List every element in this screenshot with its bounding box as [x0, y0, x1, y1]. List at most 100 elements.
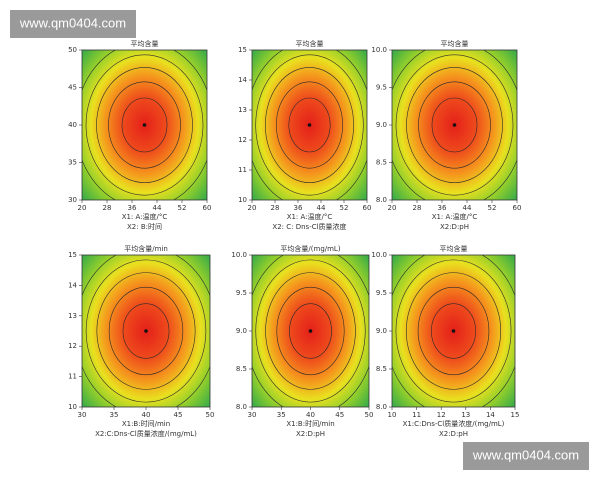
x-tick-label: 45: [174, 411, 183, 419]
x-axis-label: X1: A:温度/°C: [287, 212, 333, 221]
x-tick-label: 52: [340, 204, 349, 212]
x-axis-label: X1: A:温度/°C: [122, 212, 168, 221]
contour-line: [85, 54, 204, 196]
x-tick-label: 15: [511, 411, 520, 419]
x-tick-label: 28: [271, 204, 280, 212]
contour-line: [431, 97, 478, 153]
contour-line: [108, 286, 184, 376]
y-tick-label: 9.5: [236, 289, 247, 297]
x-axis-label: X1:C:Dns-Cl质量浓度/(mg/mL): [403, 419, 505, 428]
y-tick-label: 10: [68, 403, 77, 411]
contour-line: [418, 81, 491, 169]
x-tick-label: 20: [78, 204, 87, 212]
y-tick-label: 8.5: [376, 365, 387, 373]
x-tick-label: 28: [103, 204, 112, 212]
y-tick-label: 14: [238, 76, 247, 84]
contour-line: [405, 272, 502, 390]
y-tick-label: 35: [68, 159, 77, 167]
x-axis-label: X1:B:时间/min: [286, 419, 334, 428]
chart-title: 平均含量: [296, 39, 324, 48]
optimum-point: [142, 123, 147, 127]
contour-line: [406, 67, 503, 183]
y-tick-label: 13: [238, 106, 247, 114]
x-tick-label: 60: [203, 204, 212, 212]
x-tick-label: 30: [78, 411, 87, 419]
watermark: www.qm0404.com: [19, 15, 126, 30]
contour-line: [265, 272, 356, 390]
chart-title: 平均含量: [440, 244, 468, 253]
contour-line: [255, 259, 366, 403]
contour-line: [288, 97, 331, 153]
contours: [392, 255, 515, 407]
x-axis-label: X1:B:时间/min: [122, 419, 170, 428]
x-tick-label: 44: [153, 204, 162, 212]
contour-line: [395, 259, 512, 403]
x-tick-label: 13: [461, 411, 470, 419]
y-tick-label: 8.0: [376, 403, 387, 411]
y-tick-label: 8.5: [376, 159, 387, 167]
contours: [392, 50, 517, 200]
x-tick-label: 11: [412, 411, 421, 419]
x-tick-label: 28: [413, 204, 422, 212]
plot-frame: [251, 49, 368, 201]
watermark-box: [463, 442, 589, 470]
x-tick-label: 60: [513, 204, 522, 212]
y-tick-label: 9.5: [376, 84, 387, 92]
contour-line: [276, 286, 345, 376]
contour-line: [289, 303, 332, 359]
y-tick-label: 8.0: [236, 403, 247, 411]
x2-axis-label: X2:D:pH: [440, 223, 469, 231]
y-tick-label: 12: [238, 136, 247, 144]
y-tick-label: 50: [68, 46, 77, 54]
x-tick-label: 44: [463, 204, 472, 212]
y-tick-label: 9.0: [376, 121, 387, 129]
y-tick-label: 45: [68, 84, 77, 92]
y-tick-label: 11: [238, 166, 247, 174]
optimum-point: [308, 329, 313, 333]
x2-axis-label: X2:C:Dns-Cl质量浓度/(mg/mL): [95, 429, 197, 438]
y-tick-label: 9.5: [376, 289, 387, 297]
x-tick-label: 50: [206, 411, 215, 419]
y-tick-label: 9.0: [376, 327, 387, 335]
x-tick-label: 50: [365, 411, 374, 419]
y-tick-label: 15: [68, 251, 77, 259]
contour-line: [85, 259, 207, 403]
x-tick-label: 20: [388, 204, 397, 212]
y-tick-label: 8.5: [236, 365, 247, 373]
y-tick-label: 11: [68, 373, 77, 381]
chart-title: 平均含量: [441, 39, 469, 48]
x-tick-label: 44: [317, 204, 326, 212]
optimum-point: [451, 329, 456, 333]
watermark-box: [10, 10, 136, 38]
x-axis-label: X1: A:温度/°C: [432, 212, 478, 221]
contour-line: [417, 286, 490, 376]
contour-line: [265, 67, 354, 183]
x-tick-label: 10: [388, 411, 397, 419]
chart-title: 平均含量: [131, 39, 159, 48]
x2-axis-label: X2:D:pH: [296, 430, 325, 438]
watermark: www.qm0404.com: [472, 447, 579, 462]
contour-line: [121, 97, 168, 153]
contour-line: [122, 303, 170, 359]
x-tick-label: 36: [294, 204, 303, 212]
y-tick-label: 8.0: [376, 196, 387, 204]
y-tick-label: 30: [68, 196, 77, 204]
y-tick-label: 10.0: [371, 251, 387, 259]
y-tick-label: 9.0: [236, 327, 247, 335]
y-tick-label: 10.0: [371, 46, 387, 54]
contours: [252, 50, 367, 200]
contour-line: [96, 272, 196, 390]
x-tick-label: 12: [437, 411, 446, 419]
x2-axis-label: X2: B:时间: [127, 222, 162, 231]
chart-title: 平均含量/min: [124, 244, 168, 253]
optimum-point: [144, 329, 148, 333]
y-tick-label: 10.0: [231, 251, 247, 259]
contour-line: [276, 81, 343, 169]
y-tick-label: 12: [68, 342, 77, 350]
y-tick-label: 14: [68, 281, 77, 289]
x-tick-label: 52: [488, 204, 497, 212]
y-tick-label: 15: [238, 46, 247, 54]
x-tick-label: 52: [178, 204, 187, 212]
y-tick-label: 40: [68, 121, 77, 129]
